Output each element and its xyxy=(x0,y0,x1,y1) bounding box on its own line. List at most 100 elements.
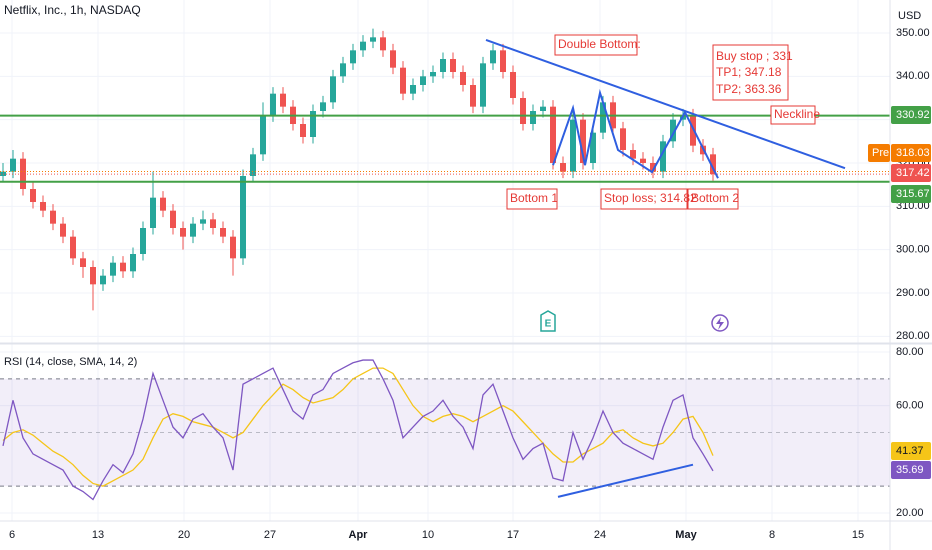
candle-body xyxy=(510,72,516,98)
candle-body xyxy=(180,228,186,237)
annotation: TP2; 363.36 xyxy=(716,82,782,96)
candle-body xyxy=(210,219,216,228)
rsi-value-label: 41.37 xyxy=(896,445,924,457)
annotation-box xyxy=(687,188,739,210)
price-label-box xyxy=(891,164,931,182)
candle-body xyxy=(360,41,366,51)
candle-body xyxy=(40,202,46,211)
candle-body xyxy=(410,85,416,94)
candle-body xyxy=(260,115,266,155)
price-label: 318.03 xyxy=(896,147,930,159)
candle-body xyxy=(550,106,556,163)
candle-body xyxy=(540,106,546,111)
x-tick-label: 8 xyxy=(769,529,775,541)
candle-body xyxy=(520,98,526,124)
candle-body xyxy=(400,67,406,94)
annotation-box xyxy=(506,188,558,210)
candle-body xyxy=(160,197,166,211)
candle-body xyxy=(20,158,26,189)
price-label: 317.42 xyxy=(896,167,930,179)
candle-body xyxy=(280,93,286,107)
candle-body xyxy=(100,275,106,285)
x-tick-label: 27 xyxy=(264,529,276,541)
rsi-value-box xyxy=(891,442,931,460)
candle-body xyxy=(670,119,676,142)
candle-body xyxy=(650,163,656,172)
candle-body xyxy=(660,141,666,172)
candle-body xyxy=(110,262,116,276)
x-tick-label: 17 xyxy=(507,529,519,541)
y-tick-label: 350.00 xyxy=(896,27,930,39)
candle-body xyxy=(570,119,576,172)
rsi-value-box xyxy=(891,461,931,479)
rsi-line xyxy=(2,359,714,501)
annotation: Stop loss; 314.82 xyxy=(604,191,697,205)
price-label-box xyxy=(891,185,931,203)
annotation: TP1; 347.18 xyxy=(716,65,782,79)
candle-body xyxy=(140,228,146,254)
candle-body xyxy=(590,132,596,163)
candle-body xyxy=(30,189,36,202)
earnings-icon[interactable]: E xyxy=(540,310,556,332)
candle-body xyxy=(450,59,456,72)
annotation: Buy stop ; 331 xyxy=(716,49,793,63)
trend-line xyxy=(485,38,846,170)
svg-text:E: E xyxy=(545,319,552,330)
annotation: Bottom 1 xyxy=(510,191,558,205)
dividend-icon[interactable] xyxy=(711,314,729,332)
rsi-line xyxy=(2,367,714,487)
annotation: Bottom 2 xyxy=(691,191,739,205)
rsi-tick-label: 20.00 xyxy=(896,507,924,519)
candle-body xyxy=(150,197,156,228)
candle-body xyxy=(240,176,246,259)
candle-body xyxy=(530,111,536,124)
y-tick-label: 310.00 xyxy=(896,200,930,212)
candle-body xyxy=(490,50,496,64)
currency: USD xyxy=(898,10,921,22)
candle-body xyxy=(250,154,256,176)
price-label-box xyxy=(891,144,931,162)
candle-body xyxy=(420,76,426,85)
candle-body xyxy=(70,236,76,259)
candle-body xyxy=(130,254,136,272)
chart-title: Netflix, Inc., 1h, NASDAQ xyxy=(4,3,141,17)
price-label-box xyxy=(891,106,931,124)
candle-body xyxy=(560,163,566,172)
candle-body xyxy=(190,223,196,237)
candle-body xyxy=(80,258,86,267)
x-tick-label: Apr xyxy=(349,529,369,541)
candle-body xyxy=(310,111,316,137)
candle-body xyxy=(60,223,66,237)
candle-body xyxy=(630,150,636,159)
x-tick-label: 24 xyxy=(594,529,606,541)
y-tick-label: 290.00 xyxy=(896,287,930,299)
x-tick-label: 6 xyxy=(9,529,15,541)
candle-body xyxy=(300,124,306,137)
candle-body xyxy=(440,59,446,72)
pre-label: Pre xyxy=(872,147,889,159)
y-tick-label: 300.00 xyxy=(896,244,930,256)
candle-body xyxy=(340,63,346,77)
candle-body xyxy=(50,210,56,224)
price-label: 315.67 xyxy=(896,188,930,200)
annotation-box xyxy=(770,105,816,125)
x-tick-label: 20 xyxy=(178,529,190,541)
candle-body xyxy=(480,63,486,107)
candle-body xyxy=(330,76,336,103)
candle-body xyxy=(390,50,396,68)
candle-body xyxy=(350,50,356,64)
candle-body xyxy=(90,267,96,285)
candle-body xyxy=(270,93,276,116)
candle-body xyxy=(200,219,206,224)
annotation-box xyxy=(712,44,789,101)
annotation: Double Bottom: xyxy=(558,37,641,51)
rsi-trend-line xyxy=(557,463,694,498)
candle-body xyxy=(230,236,236,259)
candle-body xyxy=(500,50,506,72)
candle-body xyxy=(640,158,646,163)
candle-body xyxy=(600,102,606,133)
candle-body xyxy=(460,72,466,85)
candle-body xyxy=(430,72,436,77)
price-label: 330.92 xyxy=(896,109,930,121)
